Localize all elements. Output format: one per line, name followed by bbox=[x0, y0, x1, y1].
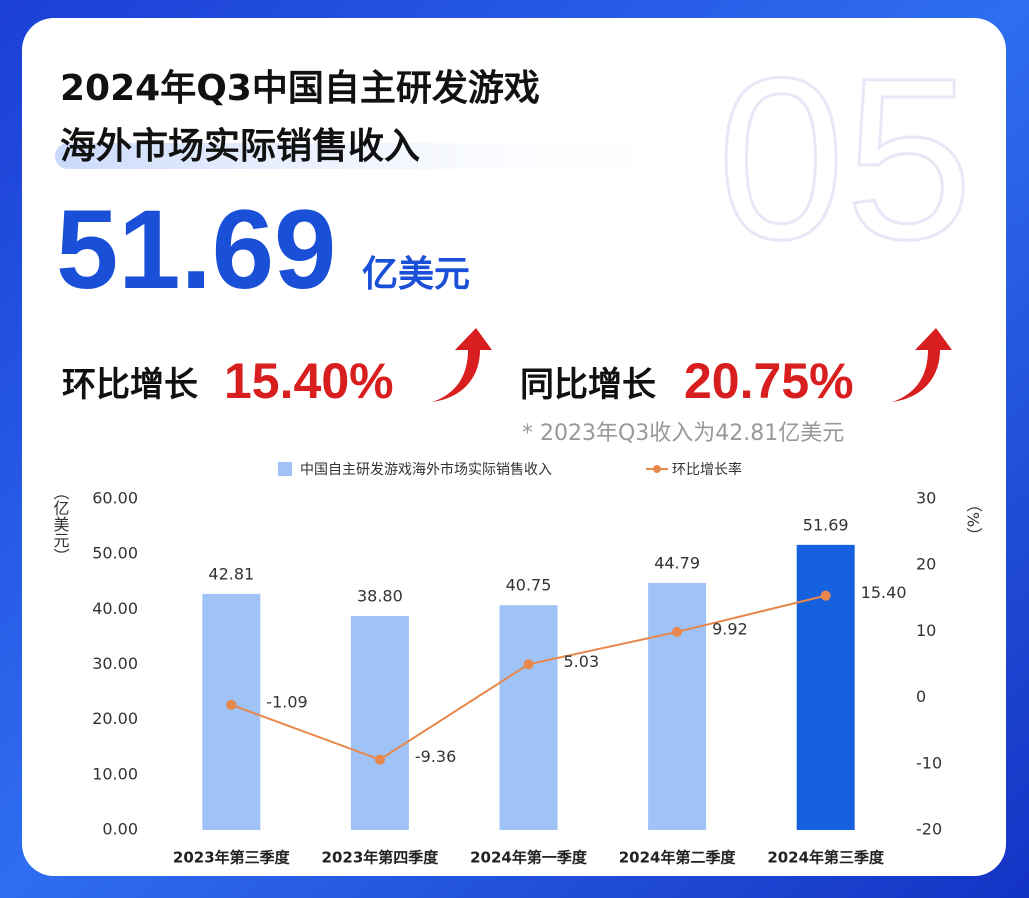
up-arrow bbox=[432, 328, 492, 402]
bar-value-label: 44.79 bbox=[654, 553, 700, 572]
y2-tick-label: 10 bbox=[916, 621, 936, 640]
bar-value-label: 40.75 bbox=[506, 576, 552, 595]
bar-value-label: 51.69 bbox=[803, 515, 849, 534]
y2-tick-label: -20 bbox=[916, 820, 942, 839]
y2-tick-label: 20 bbox=[916, 555, 936, 574]
line-point bbox=[672, 626, 683, 637]
line-point bbox=[523, 659, 534, 670]
legend-swatch bbox=[278, 462, 292, 476]
line-value-label: 15.40 bbox=[861, 583, 907, 602]
headline-value: 51.69 bbox=[56, 187, 336, 312]
x-tick-label: 2024年第二季度 bbox=[619, 849, 737, 867]
title: 2024年Q3中国自主研发游戏 bbox=[60, 68, 540, 109]
legend-label: 环比增长率 bbox=[672, 461, 742, 478]
chart: 0.00 10.00 20.00 30.00 40.00 50.00 60.00 -20 -10… bbox=[51, 461, 983, 867]
line-value-label: -9.36 bbox=[415, 747, 456, 766]
x-tick-label: 2023年第三季度 bbox=[173, 849, 291, 867]
line-value-label: 5.03 bbox=[564, 652, 600, 671]
y-tick-label: 60.00 bbox=[92, 489, 138, 508]
y-axis-label: （亿美元） bbox=[51, 484, 70, 564]
bar bbox=[350, 615, 409, 830]
yoy-value: 20.75% bbox=[684, 353, 854, 409]
yoy-label: 同比增长 bbox=[520, 365, 656, 405]
y2-tick-label: 0 bbox=[916, 687, 926, 706]
y2-tick-label: 30 bbox=[916, 489, 936, 508]
line-value-label: 9.92 bbox=[712, 619, 748, 638]
y-tick-label: 50.00 bbox=[92, 544, 138, 563]
bar bbox=[796, 544, 855, 830]
title: 海外市场实际销售收入 bbox=[60, 126, 420, 167]
y-tick-label: 20.00 bbox=[92, 709, 138, 728]
line-point bbox=[226, 699, 237, 710]
title-highlight bbox=[55, 143, 705, 169]
y-tick-label: 10.00 bbox=[92, 764, 138, 783]
headline-unit: 亿美元 bbox=[362, 254, 470, 295]
bar bbox=[648, 582, 707, 830]
line-point bbox=[820, 590, 831, 601]
x-tick-label: 2024年第三季度 bbox=[767, 849, 885, 867]
note: * 2023年Q3收入为42.81亿美元 bbox=[522, 421, 844, 446]
qoq-label: 环比增长 bbox=[62, 365, 198, 405]
x-tick-label: 2024年第一季度 bbox=[470, 849, 588, 867]
qoq-value: 15.40% bbox=[224, 353, 394, 409]
legend-label: 中国自主研发游戏海外市场实际销售收入 bbox=[300, 461, 552, 478]
up-arrow bbox=[892, 328, 952, 402]
y-tick-label: 30.00 bbox=[92, 654, 138, 673]
background-number: 05 bbox=[717, 30, 973, 287]
legend-swatch bbox=[653, 465, 661, 473]
card bbox=[22, 18, 1006, 876]
bar bbox=[499, 605, 558, 830]
y-tick-label: 0.00 bbox=[102, 820, 138, 839]
y2-axis-label: （%） bbox=[964, 496, 983, 543]
bar-value-label: 42.81 bbox=[208, 564, 254, 583]
line-value-label: -1.09 bbox=[266, 692, 307, 711]
line-point bbox=[374, 754, 385, 765]
x-tick-label: 2023年第四季度 bbox=[322, 849, 440, 867]
y2-tick-label: -10 bbox=[916, 753, 942, 772]
y-tick-label: 40.00 bbox=[92, 599, 138, 618]
bar-value-label: 38.80 bbox=[357, 586, 403, 605]
